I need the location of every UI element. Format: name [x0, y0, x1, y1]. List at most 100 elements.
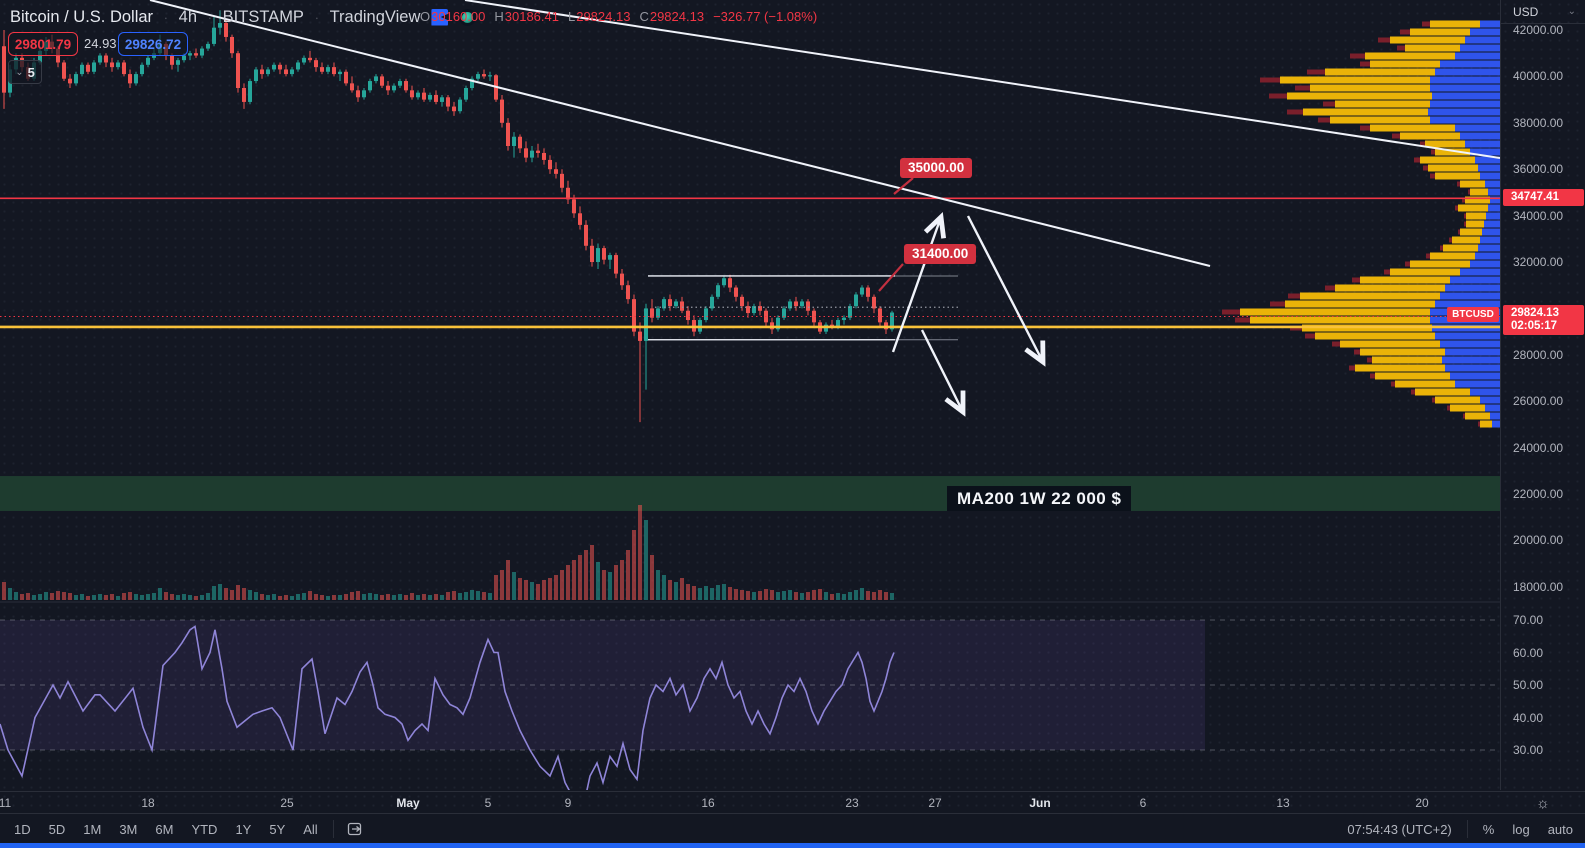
drawn-arrows — [878, 177, 1046, 417]
trendline-2[interactable] — [464, 0, 1501, 159]
toolbar-divider — [332, 820, 334, 838]
candle-countdown: 02:05:17 — [1511, 319, 1558, 332]
header-separator: ∙ — [208, 9, 212, 25]
badge-pointer — [893, 177, 914, 195]
volume-histogram — [2, 505, 894, 600]
current-price-badge: 29824.13 02:05:17 — [1503, 304, 1584, 335]
price-tick: 22000.00 — [1513, 487, 1564, 502]
bid-price-badge[interactable]: 29801.79 — [8, 32, 78, 56]
taskbar-edge — [0, 843, 1585, 848]
interval-label[interactable]: 4h — [178, 7, 198, 26]
ohlc-high: H30186.41 — [494, 9, 559, 24]
price-tick: 18000.00 — [1513, 579, 1564, 594]
arrow-2[interactable] — [966, 215, 1046, 367]
price-tick: 20000.00 — [1513, 533, 1564, 548]
axis-currency-header[interactable]: USD ⌄ — [1501, 0, 1585, 24]
price-tick: 28000.00 — [1513, 347, 1564, 362]
log-scale-button[interactable]: log — [1512, 821, 1530, 837]
range-button-1y[interactable]: 1Y — [235, 821, 252, 837]
clock-readout[interactable]: 07:54:43 (UTC+2) — [1347, 821, 1452, 837]
arrow-1[interactable] — [891, 211, 946, 353]
chart-plot-area[interactable] — [0, 0, 1501, 810]
settings-sun-icon[interactable]: ☼ — [1536, 795, 1550, 812]
price-tick: 24000.00 — [1513, 440, 1564, 455]
ma200-band[interactable] — [0, 476, 1500, 511]
range-button-1d[interactable]: 1D — [14, 821, 31, 837]
header-separator: ∙ — [164, 9, 168, 25]
time-tick-20: 20 — [1415, 796, 1429, 810]
ohlc-close: C29824.13 — [639, 9, 705, 24]
range-button-5y[interactable]: 5Y — [269, 821, 286, 837]
rsi-line[interactable] — [0, 625, 895, 810]
spread-value: 24.93 — [84, 36, 117, 51]
brand-label[interactable]: TradingView — [329, 7, 421, 26]
price-tick: 38000.00 — [1513, 115, 1564, 130]
time-tick-25: 25 — [280, 796, 294, 810]
range-button-5d[interactable]: 5D — [48, 821, 66, 837]
time-tick-Jun: Jun — [1029, 796, 1051, 810]
price-levels — [0, 197, 1500, 341]
chart-canvas[interactable] — [0, 0, 1501, 810]
ma200-annotation[interactable]: MA200 1W 22 000 $ — [947, 486, 1132, 511]
volume-profile — [1222, 20, 1500, 428]
go-to-date-icon[interactable] — [346, 820, 364, 838]
range-button-3m[interactable]: 3M — [119, 821, 138, 837]
price-target-badge-35000[interactable]: 35000.00 — [900, 158, 973, 178]
range-button-6m[interactable]: 6M — [155, 821, 174, 837]
price-tick: 42000.00 — [1513, 23, 1564, 37]
rsi-tick: 70.00 — [1513, 613, 1544, 627]
range-button-ytd[interactable]: YTD — [191, 821, 218, 837]
date-range-buttons: 1D 5D 1M 3M 6M YTD 1Y 5Y All — [0, 822, 327, 837]
ask-price-badge[interactable]: 29826.72 — [118, 32, 188, 56]
trendlines — [149, 0, 1501, 267]
price-tick: 32000.00 — [1513, 255, 1564, 270]
price-tick: 26000.00 — [1513, 394, 1564, 409]
range-button-1m[interactable]: 1M — [83, 821, 102, 837]
time-tick-18: 18 — [141, 796, 155, 810]
rsi-tick: 40.00 — [1513, 710, 1544, 725]
time-tick-11: 11 — [0, 796, 12, 810]
ohlc-low: L29824.13 — [567, 9, 631, 24]
price-tick: 34000.00 — [1513, 208, 1564, 223]
chevron-down-icon: ⌄ — [15, 66, 24, 78]
trendline-1[interactable] — [149, 0, 1211, 267]
candlesticks — [2, 10, 894, 423]
symbol-price-chip: BTCUSD — [1447, 306, 1499, 322]
ohlc-open: O30160.00 — [420, 9, 486, 24]
candle-count-dropdown[interactable]: ⌄ 5 — [8, 60, 42, 84]
percent-scale-button[interactable]: % — [1482, 821, 1495, 837]
ohlc-readout: O30160.00 H30186.41 L29824.13 C29824.13 … — [420, 9, 817, 24]
rsi-tick: 50.00 — [1513, 678, 1544, 692]
time-tick-May: May — [396, 796, 420, 810]
symbol-header: Bitcoin / U.S. Dollar ∙ 4h ∙ BITSTAMP ∙ … — [10, 6, 477, 28]
rsi-band-fill — [0, 620, 1205, 750]
price-axis[interactable]: USD ⌄ 42000.00 40000.00 38000.00 36000.00 34… — [1500, 0, 1585, 790]
range-button-all[interactable]: All — [303, 821, 318, 837]
bottom-toolbar: 1D 5D 1M 3M 6M YTD 1Y 5Y All 07:54:43 (UTC+2) % … — [0, 813, 1585, 844]
price-tick: 40000.00 — [1513, 69, 1564, 84]
rsi-tick: 30.00 — [1513, 743, 1544, 757]
time-tick-23: 23 — [845, 796, 859, 810]
badge-pointer — [878, 263, 904, 292]
price-target-badge-31400[interactable]: 31400.00 — [904, 244, 977, 264]
ohlc-change: −326.77 (−1.08%) — [713, 9, 818, 24]
time-tick-27: 27 — [928, 796, 942, 810]
axis-currency-label: USD — [1513, 4, 1539, 19]
bookmark-icon[interactable] — [431, 8, 449, 26]
auto-scale-button[interactable]: auto — [1547, 821, 1573, 837]
time-tick-5: 5 — [484, 796, 492, 810]
time-axis[interactable]: ☼ 11 18 25 May 5 9 16 23 27 Jun 6 13 20 — [0, 791, 1585, 813]
toolbar-divider — [1466, 820, 1468, 838]
time-tick-9: 9 — [564, 796, 572, 810]
time-tick-6: 6 — [1139, 796, 1147, 810]
exchange-label[interactable]: BITSTAMP — [222, 7, 304, 26]
chevron-down-icon: ⌄ — [1567, 6, 1576, 17]
time-tick-13: 13 — [1276, 796, 1290, 810]
rsi-pane — [0, 601, 1500, 810]
arrow-3[interactable] — [920, 329, 966, 417]
time-tick-16: 16 — [701, 796, 715, 810]
level-price-badge: 34747.41 — [1503, 189, 1584, 207]
symbol-title[interactable]: Bitcoin / U.S. Dollar — [10, 7, 154, 26]
ideas-globe-icon[interactable] — [459, 8, 477, 26]
